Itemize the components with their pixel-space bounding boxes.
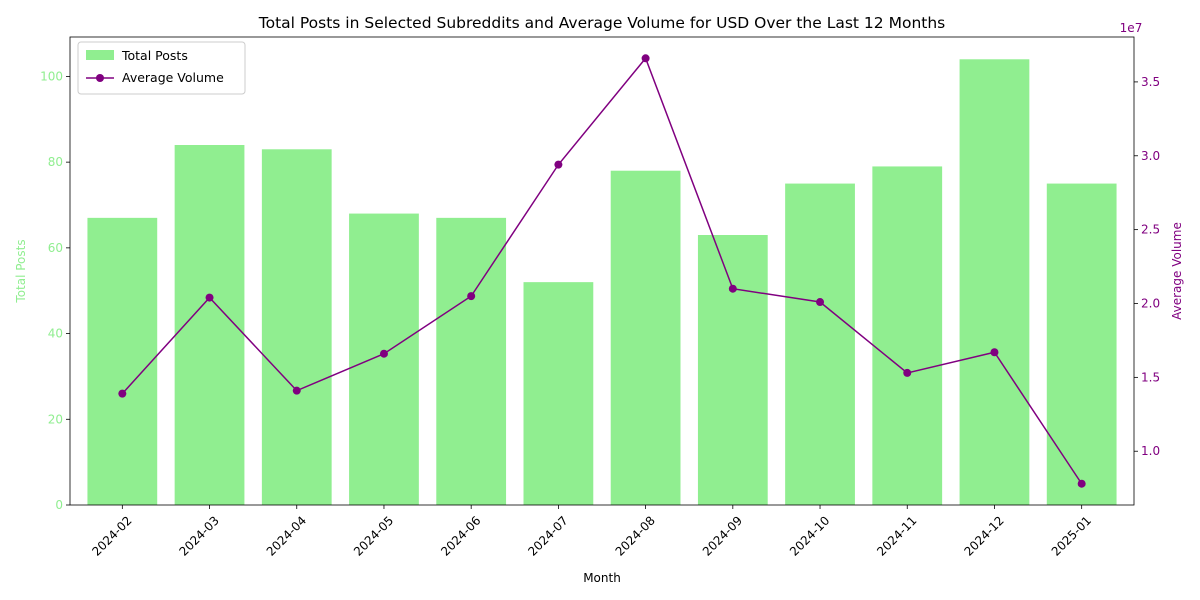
line-point-2024-04 xyxy=(292,386,301,395)
plot-frame xyxy=(69,36,1135,506)
x-axis: 2024-02 2024-03 2024-04 2024-05 2024-06 2024-… xyxy=(89,505,1094,559)
x-tick-label-2024-08: 2024-08 xyxy=(613,513,658,558)
y-right-tick-label-3.5: 3.5 xyxy=(1141,75,1160,89)
y-left-tick-label-80: 80 xyxy=(48,155,63,169)
y-axis-right-offset-text: 1e7 xyxy=(1120,21,1143,35)
line-point-2025-01 xyxy=(1077,479,1086,488)
y-left-tick-label-100: 100 xyxy=(40,69,63,83)
line-point-2024-07 xyxy=(554,160,563,169)
chart-title: Total Posts in Selected Subreddits and A… xyxy=(258,14,946,32)
line-point-2024-03 xyxy=(205,293,214,302)
y-right-tick-label-2.0: 2.0 xyxy=(1141,297,1160,311)
y-left-tick-label-0: 0 xyxy=(55,498,63,512)
x-tick-label-2024-11: 2024-11 xyxy=(874,513,919,558)
x-axis-title: Month xyxy=(583,571,621,585)
x-tick-label-2024-10: 2024-10 xyxy=(787,513,832,558)
line-point-2024-08 xyxy=(641,54,650,63)
y-left-tick-label-60: 60 xyxy=(48,241,63,255)
y-right-tick-label-2.5: 2.5 xyxy=(1141,223,1160,237)
legend-swatch-total-posts xyxy=(86,50,114,60)
y-axis-left-title: Total Posts xyxy=(14,239,28,303)
x-tick-label-2024-03: 2024-03 xyxy=(177,513,222,558)
bar-2024-11 xyxy=(872,166,943,505)
line-layer xyxy=(118,54,1086,488)
bar-2024-02 xyxy=(87,217,158,505)
x-tick-label-2025-01: 2025-01 xyxy=(1049,513,1094,558)
legend-label-average-volume: Average Volume xyxy=(122,70,224,85)
y-right-tick-label-3.0: 3.0 xyxy=(1141,149,1160,163)
average-volume-line xyxy=(121,56,1083,485)
legend: Total Posts Average Volume xyxy=(77,41,246,95)
legend-box xyxy=(77,41,246,95)
bar-2024-03 xyxy=(174,145,245,505)
legend-label-total-posts: Total Posts xyxy=(121,48,188,63)
bars-layer xyxy=(87,59,1117,506)
legend-marker-average-volume xyxy=(96,74,104,82)
bar-2024-05 xyxy=(349,213,419,506)
x-tick-label-2024-04: 2024-04 xyxy=(264,513,309,558)
x-tick-label-2024-06: 2024-06 xyxy=(438,513,483,558)
x-tick-label-2024-05: 2024-05 xyxy=(351,513,396,558)
bar-2025-01 xyxy=(1046,183,1117,506)
y-axis-right: 1.0 1.5 2.0 2.5 3.0 3.5 xyxy=(1134,75,1160,458)
bar-2024-08 xyxy=(610,170,681,505)
bar-2024-12 xyxy=(959,59,1030,506)
bar-2024-06 xyxy=(436,217,507,505)
y-left-tick-label-40: 40 xyxy=(48,327,63,341)
line-point-2024-09 xyxy=(728,284,737,293)
line-point-2024-10 xyxy=(816,298,825,307)
bar-2024-04 xyxy=(261,149,332,506)
bar-2024-09 xyxy=(697,235,768,505)
line-point-2024-02 xyxy=(118,389,127,398)
y-right-tick-label-1.5: 1.5 xyxy=(1141,370,1160,384)
line-point-2024-12 xyxy=(990,348,999,357)
y-axis-right-title: Average Volume xyxy=(1170,222,1184,320)
x-tick-label-2024-07: 2024-07 xyxy=(525,513,570,558)
x-tick-label-2024-12: 2024-12 xyxy=(961,513,1006,558)
bar-2024-10 xyxy=(785,183,855,506)
line-point-2024-11 xyxy=(903,368,912,377)
y-left-tick-label-20: 20 xyxy=(48,412,63,426)
line-point-2024-05 xyxy=(379,349,388,358)
y-axis-left: 0 20 40 60 80 100 xyxy=(40,69,70,512)
bar-2024-07 xyxy=(523,282,594,505)
x-tick-label-2024-02: 2024-02 xyxy=(89,513,134,558)
line-point-2024-06 xyxy=(467,292,476,301)
x-tick-label-2024-09: 2024-09 xyxy=(700,513,745,558)
y-right-tick-label-1.0: 1.0 xyxy=(1141,444,1160,458)
